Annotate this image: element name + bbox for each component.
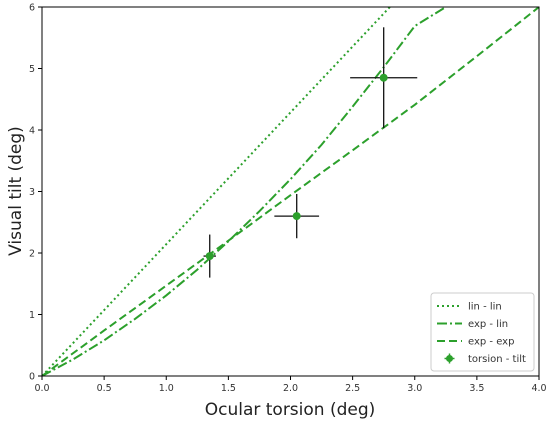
y-axis-title: Visual tilt (deg) <box>6 126 26 256</box>
y-tick-label: 5 <box>29 64 35 75</box>
x-tick-label: 2.0 <box>283 383 298 394</box>
series-line-3 <box>42 7 539 376</box>
series-line-1 <box>42 7 391 376</box>
legend-label: torsion - tilt <box>468 354 526 365</box>
legend-entry-2: exp - lin <box>437 319 508 330</box>
legend-box <box>430 292 535 372</box>
y-tick-label: 3 <box>29 187 35 198</box>
x-tick-label: 2.5 <box>345 383 360 394</box>
x-tick-label: 3.5 <box>469 383 484 394</box>
legend-label: exp - exp <box>468 337 514 348</box>
x-tick-label: 1.5 <box>221 383 236 394</box>
x-tick-label: 4.0 <box>531 383 546 394</box>
y-tick-label: 0 <box>29 372 35 383</box>
y-tick-label: 2 <box>29 249 35 260</box>
x-tick-label: 3.0 <box>407 383 422 394</box>
plot-area <box>42 7 539 376</box>
axes: 0.0 0.5 1.0 1.5 2.0 2.5 3.0 3.5 4.0 0 1 2 3 4 5 6 <box>29 3 547 395</box>
x-tick-label: 0.5 <box>97 383 112 394</box>
data-point-3 <box>350 27 418 129</box>
x-tick-label: 0.0 <box>34 383 49 394</box>
legend-entry-3: exp - exp <box>437 337 514 348</box>
x-tick-label: 1.0 <box>159 383 174 394</box>
legend: lin - lin exp - lin exp - exp torsion - til… <box>430 292 535 372</box>
legend-label: exp - lin <box>468 319 508 330</box>
y-tick-label: 6 <box>29 3 35 14</box>
legend-label: lin - lin <box>468 302 502 313</box>
data-point-2 <box>274 193 320 239</box>
y-tick-label: 4 <box>29 126 35 137</box>
legend-entry-1: lin - lin <box>437 302 502 313</box>
data-point-1 <box>203 234 216 278</box>
y-tick-label: 1 <box>29 310 35 321</box>
series-line-2 <box>42 7 447 376</box>
legend-entry-4: torsion - tilt <box>444 353 526 365</box>
x-axis-title: Ocular torsion (deg) <box>205 400 376 420</box>
